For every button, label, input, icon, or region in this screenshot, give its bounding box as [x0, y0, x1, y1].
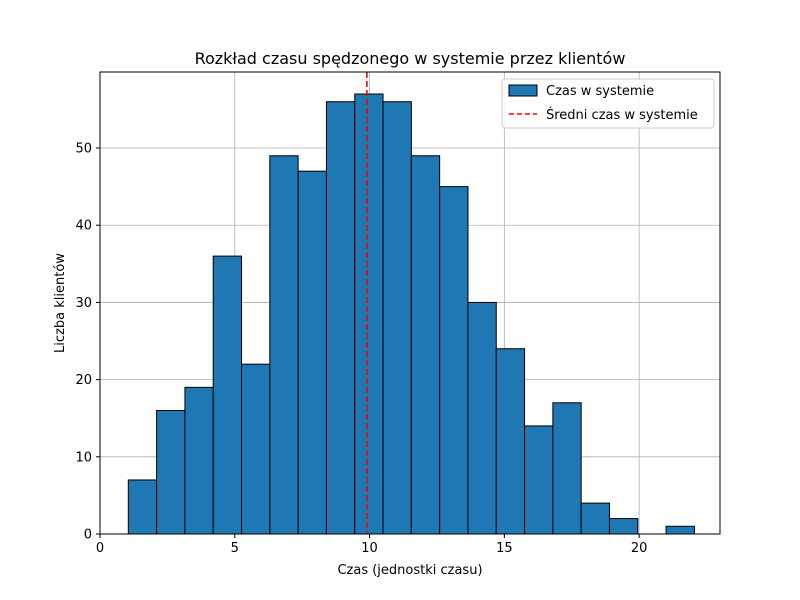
x-axis-label: Czas (jednostki czasu)	[337, 563, 482, 578]
histogram-bar	[156, 409, 186, 535]
bars	[127, 93, 695, 535]
chart-title: Rozkład czasu spędzonego w systemie prze…	[195, 49, 626, 68]
histogram-bar	[608, 518, 639, 535]
legend: Czas w systemie Średni czas w systemie	[501, 78, 715, 129]
histogram-bar	[439, 186, 469, 535]
x-tick-label: 5	[231, 541, 239, 556]
histogram-bar	[382, 101, 412, 535]
y-tick-label: 40	[75, 219, 92, 234]
legend-box	[501, 78, 715, 129]
y-tick-label: 50	[75, 142, 92, 157]
histogram-bar	[269, 155, 299, 535]
y-tick-label: 30	[75, 296, 92, 311]
legend-label-mean-line: Średni czas w systemie	[546, 107, 698, 123]
histogram-bar	[552, 402, 582, 535]
x-tick-label: 15	[496, 541, 513, 556]
y-axis-label: Liczba klientów	[53, 253, 68, 353]
x-tick-label: 0	[96, 541, 104, 556]
legend-label-bars: Czas w systemie	[546, 84, 654, 99]
y-axis-ticks: 0 10 20 30 40 50	[75, 142, 100, 543]
histogram-bar	[467, 301, 497, 535]
y-tick-label: 20	[75, 373, 92, 388]
histogram-bar	[580, 502, 610, 535]
x-tick-label: 20	[631, 541, 648, 556]
plot-frame	[99, 71, 721, 535]
histogram-bar	[495, 348, 526, 535]
x-axis-ticks: 0 5 10 15 20	[96, 534, 648, 556]
histogram-bar	[212, 255, 243, 535]
histogram-bar	[297, 170, 327, 535]
histogram-bar	[241, 363, 271, 535]
histogram-bar	[184, 386, 214, 535]
histogram-bar	[127, 479, 158, 535]
y-tick-label: 10	[75, 450, 92, 465]
histogram-bar	[354, 93, 384, 535]
histogram-bar	[325, 101, 356, 535]
legend-swatch-bars	[508, 84, 538, 97]
histogram-bar	[665, 525, 695, 535]
y-tick-label: 0	[84, 528, 92, 543]
histogram-bar	[524, 425, 554, 535]
histogram-bar	[410, 155, 441, 535]
x-tick-label: 10	[361, 541, 378, 556]
